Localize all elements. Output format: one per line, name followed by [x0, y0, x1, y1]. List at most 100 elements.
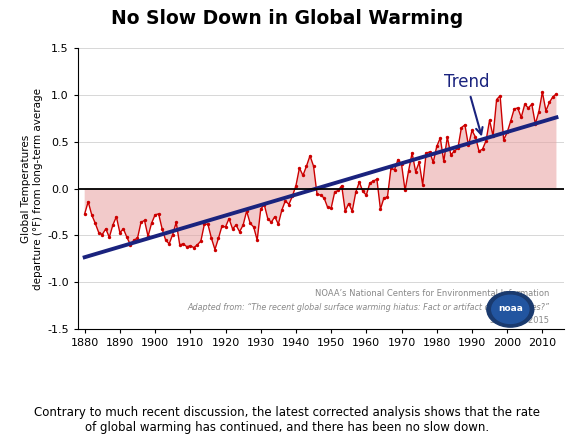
Point — [428, 159, 438, 166]
Point — [369, 177, 378, 184]
Point — [161, 237, 170, 244]
Point — [108, 221, 117, 228]
Point — [200, 221, 209, 228]
Point — [101, 225, 110, 232]
Point — [168, 231, 177, 238]
Point — [98, 231, 107, 238]
Point — [471, 133, 480, 140]
Point — [80, 211, 89, 218]
Point — [453, 145, 462, 152]
Point — [474, 147, 484, 155]
Point — [147, 220, 156, 227]
Point — [380, 194, 389, 201]
Point — [327, 205, 336, 212]
Point — [425, 149, 434, 156]
Point — [478, 146, 487, 153]
Point — [355, 178, 364, 185]
Point — [362, 192, 371, 199]
Point — [386, 164, 396, 171]
Point — [154, 211, 163, 218]
Point — [457, 124, 466, 131]
Point — [481, 137, 490, 144]
Point — [277, 207, 286, 214]
Point — [143, 233, 152, 240]
Point — [119, 225, 128, 232]
Text: Adapted from: “The recent global surface warming hiatus: Fact or artifact of dat: Adapted from: “The recent global surface… — [187, 303, 549, 312]
Point — [158, 225, 167, 232]
Point — [372, 176, 381, 183]
Point — [538, 89, 547, 95]
Point — [545, 99, 554, 106]
Point — [140, 217, 149, 224]
Text: NOAA’s National Centers for Environmental Information: NOAA’s National Centers for Environmenta… — [315, 289, 549, 298]
Point — [164, 240, 174, 247]
Point — [122, 234, 132, 241]
Point — [513, 105, 522, 112]
Point — [499, 136, 508, 143]
Point — [224, 215, 233, 222]
Point — [252, 237, 262, 244]
Point — [267, 219, 276, 226]
Point — [305, 152, 315, 159]
Point — [376, 206, 385, 213]
Y-axis label: Global Temperatures
departure (°F) from long-term average: Global Temperatures departure (°F) from … — [21, 88, 43, 290]
Text: Science, 2015: Science, 2015 — [490, 316, 549, 325]
Point — [334, 187, 343, 194]
Point — [232, 221, 241, 228]
Point — [552, 90, 561, 97]
Point — [171, 219, 181, 226]
Point — [189, 244, 198, 251]
Point — [249, 224, 258, 231]
Point — [112, 213, 121, 220]
Point — [383, 194, 392, 201]
Point — [351, 189, 361, 196]
Point — [534, 108, 543, 115]
Point — [439, 158, 448, 165]
Point — [541, 107, 550, 114]
Point — [320, 194, 329, 201]
Point — [421, 150, 431, 157]
Point — [105, 234, 114, 241]
Point — [503, 129, 512, 136]
Point — [489, 133, 498, 140]
Point — [221, 224, 230, 231]
Point — [295, 164, 304, 171]
Point — [309, 163, 318, 170]
Point — [323, 204, 332, 211]
Point — [260, 201, 269, 208]
Point — [239, 221, 248, 228]
Point — [393, 156, 402, 163]
Point — [549, 93, 558, 100]
Point — [446, 151, 455, 158]
Point — [210, 246, 220, 253]
Point — [193, 242, 202, 249]
Point — [485, 117, 494, 124]
Point — [400, 187, 409, 194]
Point — [443, 133, 452, 140]
Point — [298, 172, 308, 179]
Point — [506, 118, 515, 125]
Point — [524, 105, 533, 112]
Circle shape — [492, 295, 529, 324]
Point — [256, 206, 265, 213]
Point — [344, 200, 353, 207]
Point — [531, 120, 540, 127]
Point — [288, 193, 297, 200]
Point — [390, 166, 399, 173]
Point — [126, 242, 135, 249]
Point — [115, 229, 124, 236]
Text: Trend: Trend — [444, 73, 489, 134]
Point — [408, 150, 417, 157]
Point — [242, 208, 251, 215]
Point — [358, 188, 367, 195]
Point — [464, 142, 473, 149]
Point — [235, 228, 244, 235]
Point — [467, 127, 477, 134]
Text: noaa: noaa — [498, 304, 523, 313]
Point — [136, 219, 145, 226]
Point — [204, 221, 213, 228]
Circle shape — [487, 292, 534, 327]
Point — [461, 121, 470, 128]
Point — [436, 134, 445, 141]
Point — [292, 182, 301, 189]
